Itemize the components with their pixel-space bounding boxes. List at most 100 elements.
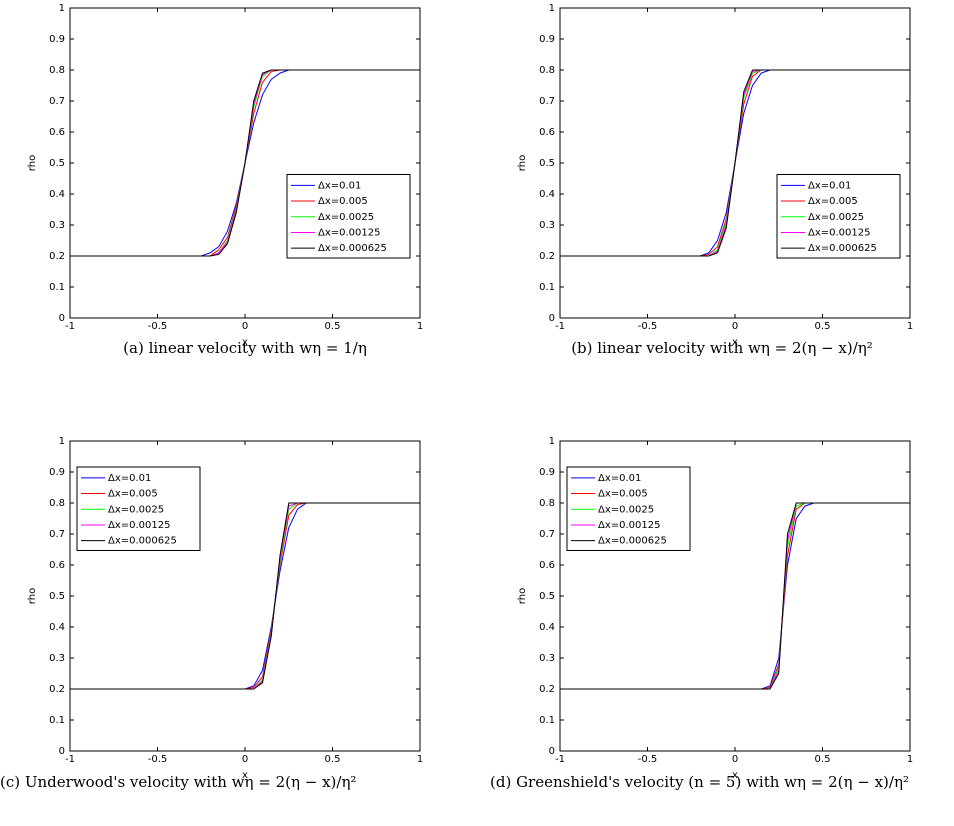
y-axis-label: rho xyxy=(517,588,528,604)
y-tick-label: 0.4 xyxy=(539,622,555,633)
legend-label: Δx=0.005 xyxy=(808,196,858,207)
y-tick-label: 0.9 xyxy=(49,34,65,45)
x-tick-label: -0.5 xyxy=(638,754,658,765)
y-tick-label: 0 xyxy=(59,313,65,324)
y-tick-label: 0.2 xyxy=(539,251,555,262)
x-axis-label: x xyxy=(732,337,738,348)
y-tick-label: 0.4 xyxy=(539,189,555,200)
x-axis-label: x xyxy=(732,770,738,781)
x-tick-label: 0 xyxy=(242,321,248,332)
y-axis-label: rho xyxy=(517,155,528,171)
x-tick-label: 0 xyxy=(732,321,738,332)
y-tick-label: 0.7 xyxy=(539,529,555,540)
legend-label: Δx=0.0025 xyxy=(598,504,654,515)
legend-label: Δx=0.00125 xyxy=(808,227,871,238)
y-tick-label: 0.5 xyxy=(539,158,555,169)
x-tick-label: 1 xyxy=(907,321,913,332)
series-line xyxy=(560,69,910,257)
y-tick-label: 0.6 xyxy=(539,127,555,138)
series-line xyxy=(70,69,420,257)
legend-label: Δx=0.0025 xyxy=(318,212,374,223)
x-tick-label: 0 xyxy=(732,754,738,765)
y-tick-label: 0.8 xyxy=(49,498,65,509)
axes-frame xyxy=(69,440,421,752)
y-tick-label: 0.2 xyxy=(539,684,555,695)
y-tick-label: 0.7 xyxy=(49,529,65,540)
legend-label: Δx=0.005 xyxy=(108,489,158,500)
y-tick-label: 0.4 xyxy=(49,622,65,633)
x-axis-label: x xyxy=(242,770,248,781)
y-tick-label: 0 xyxy=(59,746,65,757)
y-tick-label: 0.9 xyxy=(49,467,65,478)
legend-label: Δx=0.01 xyxy=(598,473,641,484)
caption: (b) linear velocity with wη = 2(η − x)/η… xyxy=(571,339,873,357)
x-tick-label: 0 xyxy=(242,754,248,765)
x-tick-label: -1 xyxy=(555,754,565,765)
y-tick-label: 0.3 xyxy=(49,653,65,664)
y-tick-label: 0.8 xyxy=(539,65,555,76)
x-tick-label: 0.5 xyxy=(815,321,831,332)
legend-label: Δx=0.000625 xyxy=(108,536,177,547)
legend-label: Δx=0.000625 xyxy=(318,243,387,254)
y-tick-label: 1 xyxy=(549,3,555,14)
legend-label: Δx=0.005 xyxy=(318,196,368,207)
y-tick-label: 0.1 xyxy=(49,715,65,726)
y-tick-label: 0.5 xyxy=(49,591,65,602)
y-tick-label: 0.5 xyxy=(539,591,555,602)
caption: (c) Underwood's velocity with wη = 2(η −… xyxy=(0,773,357,791)
caption: (a) linear velocity with wη = 1/η xyxy=(123,339,367,357)
y-tick-label: 0.9 xyxy=(539,34,555,45)
legend-label: Δx=0.01 xyxy=(108,473,151,484)
y-tick-label: 0.9 xyxy=(539,467,555,478)
caption: (d) Greenshield's velocity (n = 5) with … xyxy=(490,773,909,791)
y-tick-label: 0.7 xyxy=(539,96,555,107)
legend-label: Δx=0.005 xyxy=(598,489,648,500)
y-tick-label: 0.2 xyxy=(49,251,65,262)
y-tick-label: 0.2 xyxy=(49,684,65,695)
x-tick-label: 0.5 xyxy=(815,754,831,765)
y-tick-label: 1 xyxy=(59,436,65,447)
y-tick-label: 0.6 xyxy=(539,560,555,571)
legend-label: Δx=0.00125 xyxy=(108,520,171,531)
y-tick-label: 0.6 xyxy=(49,560,65,571)
x-tick-label: 0.5 xyxy=(325,754,341,765)
y-axis-label: rho xyxy=(27,155,38,171)
y-axis-label: rho xyxy=(27,588,38,604)
y-tick-label: 0.6 xyxy=(49,127,65,138)
y-tick-label: 0.5 xyxy=(49,158,65,169)
x-tick-label: -0.5 xyxy=(148,754,168,765)
y-tick-label: 1 xyxy=(549,436,555,447)
legend-label: Δx=0.0025 xyxy=(808,212,864,223)
series-line xyxy=(70,502,420,690)
series-line xyxy=(560,502,910,690)
axes-frame xyxy=(559,7,911,319)
legend-label: Δx=0.01 xyxy=(808,180,851,191)
series-line xyxy=(560,502,910,690)
y-tick-label: 0.1 xyxy=(539,282,555,293)
y-tick-label: 0 xyxy=(549,313,555,324)
y-tick-label: 0.1 xyxy=(539,715,555,726)
axes-frame xyxy=(559,440,911,752)
y-tick-label: 0.1 xyxy=(49,282,65,293)
x-tick-label: -0.5 xyxy=(148,321,168,332)
y-tick-label: 0 xyxy=(549,746,555,757)
x-tick-label: -1 xyxy=(65,754,75,765)
legend-label: Δx=0.00125 xyxy=(318,227,381,238)
legend-label: Δx=0.01 xyxy=(318,180,361,191)
x-axis-label: x xyxy=(242,337,248,348)
y-tick-label: 0.8 xyxy=(539,498,555,509)
legend-label: Δx=0.00125 xyxy=(598,520,661,531)
x-tick-label: -1 xyxy=(65,321,75,332)
axes-frame xyxy=(69,7,421,319)
x-tick-label: 1 xyxy=(417,321,423,332)
y-tick-label: 0.4 xyxy=(49,189,65,200)
y-tick-label: 0.3 xyxy=(539,220,555,231)
legend-label: Δx=0.000625 xyxy=(808,243,877,254)
legend-label: Δx=0.0025 xyxy=(108,504,164,515)
y-tick-label: 0.7 xyxy=(49,96,65,107)
x-tick-label: -1 xyxy=(555,321,565,332)
x-tick-label: 1 xyxy=(417,754,423,765)
y-tick-label: 0.3 xyxy=(539,653,555,664)
